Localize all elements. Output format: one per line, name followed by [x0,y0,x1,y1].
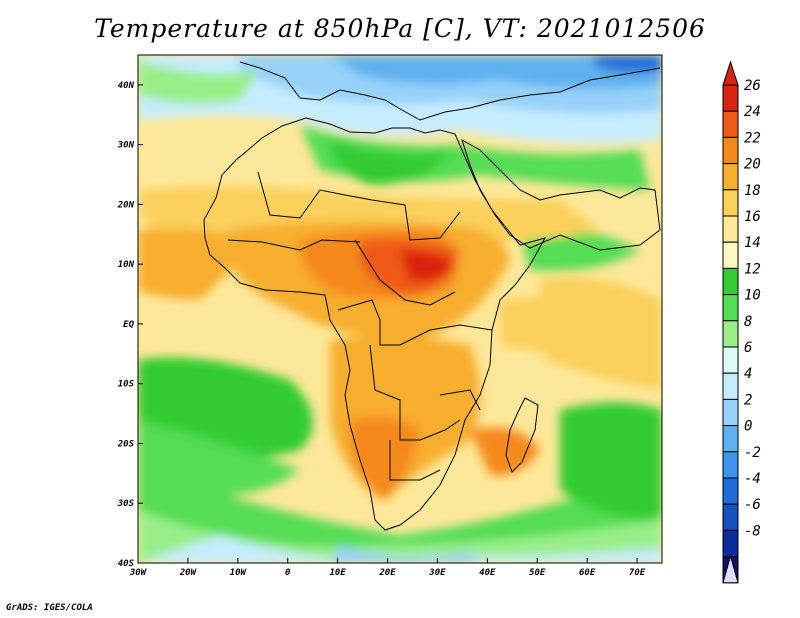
colorbar-label: -6 [744,497,761,513]
lon-tick-label: 70E [629,568,646,578]
lat-tick-label: 40S [118,559,135,569]
colorbar-swatch [722,320,739,348]
grads-credit: GrADS: IGES/COLA [6,603,93,613]
colorbar-swatch [722,163,739,191]
colorbar-swatch [722,267,739,296]
colorbar-bottom-arrow [722,554,739,584]
lon-tick-label: 10W [230,568,248,578]
colorbar-swatch [722,451,739,479]
colorbar-label: 16 [744,209,761,225]
colorbar-swatch [722,425,739,453]
colorbar-label: 20 [744,157,761,173]
colorbar-label: 8 [744,314,752,330]
lat-tick-label: 10S [118,380,135,390]
colorbar-label: 18 [744,183,761,199]
colorbar-label: 2 [744,392,752,408]
lon-tick-label: 20W [179,568,198,578]
colorbar-swatch [722,110,739,138]
colorbar-swatch [722,503,739,531]
colorbar-label: -4 [744,471,761,487]
colorbar-label: 6 [744,340,752,356]
lat-tick-label: 20N [117,200,135,210]
colorbar-swatch [722,294,739,322]
lat-tick-label: 20S [117,439,135,449]
colorbar-label: 12 [744,261,761,277]
colorbar-swatch [722,136,739,165]
map-frame [137,54,663,564]
lon-tick-label: 20E [378,568,396,578]
lon-tick-label: 10E [329,568,346,578]
lat-tick-label: EQ [123,320,134,330]
colorbar-swatch [722,189,739,217]
colorbar-swatch [722,215,739,243]
arabia-outline [461,138,661,251]
colorbar-label: 14 [744,235,761,251]
country-borders [203,61,661,531]
longitude-axis: 30W 20W 10W 0 10E 20E 30E 40E 50E 60E 70E [129,558,646,578]
lon-tick-label: 50E [529,568,546,578]
field-indian-ocean [560,402,662,520]
colorbar-top-arrow [722,60,739,86]
field-arabian-sea [520,230,640,271]
lat-tick-label: 30N [117,141,135,151]
colorbar-swatch [722,241,739,269]
lon-tick-label: 0 [285,568,291,578]
lat-tick-label: 10N [118,260,135,270]
lon-tick-label: 30W [129,568,148,578]
colorbar-label: 10 [744,288,761,304]
lon-tick-label: 60E [579,568,596,578]
colorbar-swatch [722,477,739,505]
temperature-field [138,55,662,563]
colorbar-label: 4 [744,366,752,382]
lon-tick-label: 40E [479,568,496,578]
colorbar-label: 22 [744,130,761,146]
colorbar-swatch [722,372,739,400]
colorbar-label: -8 [744,523,761,539]
internal-borders [227,171,493,481]
africa-coastline [203,117,547,531]
lon-tick-label: 30E [428,568,446,578]
colorbar-label: 24 [744,104,761,120]
colorbar-swatch [722,398,739,427]
colorbar-swatch [722,84,739,112]
madagascar-outline [505,397,539,473]
latitude-axis: 40N 30N 20N 10N EQ 10S 20S 30S 40S [117,81,143,569]
lat-tick-label: 40N [118,81,135,91]
colorbar-label: -2 [744,445,761,461]
colorbar-swatch [722,529,739,558]
lat-tick-label: 30S [117,499,135,509]
colorbar-label: 0 [744,419,752,435]
map-title: Temperature at 850hPa [C], VT: 202101250… [94,14,706,43]
colorbar-swatch [722,346,739,374]
colorbar-label: 26 [744,78,761,94]
europe-coastline [239,61,661,121]
